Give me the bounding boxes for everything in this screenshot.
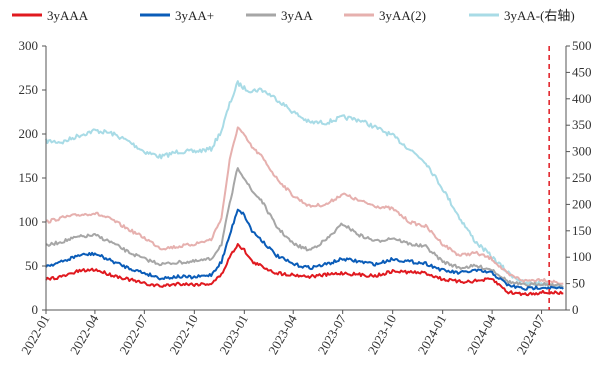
x-tick-label: 2022-04 [67, 312, 102, 357]
x-tick-label: 2022-07 [116, 312, 151, 357]
x-ticks: 2022-01 2022-04 2022-07 2022-10 2023-01 2023-… [18, 310, 548, 357]
series-line-3yaa [45, 167, 564, 288]
legend-label: 3yAA-(右轴) [504, 8, 575, 23]
left-y-ticks: 0 50 100 150 200 250 300 [19, 38, 46, 317]
x-tick-label: 2023-04 [265, 312, 300, 357]
right-tick-label: 500 [572, 38, 592, 53]
left-tick-label: 100 [19, 214, 39, 229]
right-tick-label: 50 [572, 276, 585, 291]
left-tick-label: 150 [19, 170, 39, 185]
legend-label: 3yAA [281, 8, 313, 23]
right-tick-label: 250 [572, 170, 592, 185]
x-tick-label: 2023-01 [216, 312, 251, 357]
right-tick-label: 150 [572, 223, 592, 238]
series-line-3yaa [45, 80, 564, 289]
legend-label: 3yAA+ [175, 8, 214, 23]
left-tick-label: 200 [19, 126, 39, 141]
x-tick-label: 2022-10 [166, 312, 201, 357]
right-tick-label: 200 [572, 196, 592, 211]
left-tick-label: 300 [19, 38, 39, 53]
left-tick-label: 250 [19, 82, 39, 97]
right-tick-label: 400 [572, 91, 592, 106]
right-tick-label: 100 [572, 249, 592, 264]
legend: 3yAAA 3yAA+ 3yAA 3yAA(2) 3yAA-(右轴) [12, 8, 575, 23]
left-tick-label: 0 [32, 302, 39, 317]
axes [45, 46, 567, 311]
legend-item-3yaa: 3yAA+ [140, 8, 214, 23]
x-tick-label: 2024-04 [464, 312, 499, 357]
legend-item-3yaa: 3yAA-(右轴) [469, 8, 575, 23]
right-tick-label: 450 [572, 64, 592, 79]
right-tick-label: 0 [572, 302, 579, 317]
right-y-ticks: 0 50 100 150 200 250 300 350 400 450 500 [566, 38, 592, 317]
left-tick-label: 50 [25, 258, 38, 273]
legend-label: 3yAA(2) [379, 8, 426, 23]
legend-label: 3yAAA [47, 8, 89, 23]
x-tick-label: 2023-07 [315, 312, 350, 357]
x-tick-label: 2023-10 [365, 312, 400, 357]
x-tick-label: 2024-07 [513, 312, 548, 357]
right-tick-label: 350 [572, 117, 592, 132]
right-tick-label: 300 [572, 144, 592, 159]
series-line-3yaaa [45, 243, 564, 297]
series-line-3yaa-2 [45, 126, 564, 285]
x-tick-label: 2024-01 [415, 312, 450, 357]
series-layer [45, 80, 564, 297]
x-tick-label: 2022-01 [18, 312, 53, 357]
legend-item-3yaa: 3yAA [246, 8, 313, 23]
series-line-3yaa [45, 208, 564, 291]
legend-item-3yaa-2: 3yAA(2) [344, 8, 426, 23]
legend-item-3yaaa: 3yAAA [12, 8, 89, 23]
